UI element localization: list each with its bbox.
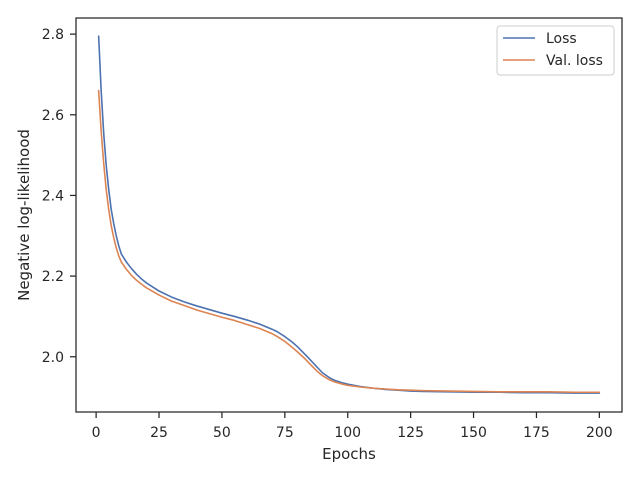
y-tick-label: 2.2 (42, 269, 64, 285)
x-tick-label: 150 (460, 425, 487, 441)
legend: Loss Val. loss (496, 25, 615, 76)
x-tick-label: 25 (150, 425, 168, 441)
series-line-loss (97, 35, 601, 394)
y-tick-label: 2.0 (42, 350, 64, 366)
plot-area-frame (75, 17, 623, 413)
y-tick-label: 2.4 (42, 188, 64, 204)
y-tick-label: 2.6 (42, 108, 64, 124)
x-tick-label: 100 (334, 425, 361, 441)
y-axis-title: Negative log-likelihood (15, 129, 33, 301)
x-tick-label: 0 (92, 425, 101, 441)
legend-label-val-loss: Val. loss (546, 53, 603, 69)
legend-label-loss: Loss (546, 31, 577, 47)
x-tick-label: 200 (586, 425, 613, 441)
x-tick-label: 50 (213, 425, 231, 441)
x-tick-label: 175 (523, 425, 550, 441)
x-tick-label: 125 (397, 425, 424, 441)
x-axis: 0 25 50 75 100 125 150 175 200 (92, 412, 613, 441)
series-line-val-loss (97, 89, 601, 394)
y-tick-label: 2.8 (42, 27, 64, 43)
series-layer (97, 35, 601, 394)
x-tick-label: 75 (276, 425, 294, 441)
y-axis: 2.0 2.2 2.4 2.6 2.8 (42, 27, 76, 366)
x-axis-title: Epochs (322, 445, 376, 463)
